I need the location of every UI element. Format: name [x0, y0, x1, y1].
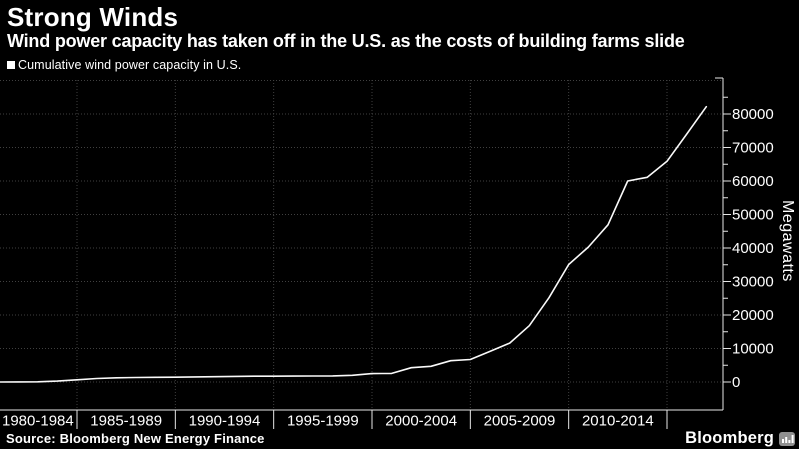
x-tick-label: 1980-1984 [2, 413, 74, 430]
bloomberg-wordmark: Bloomberg [685, 429, 774, 447]
legend-marker-icon [7, 61, 15, 69]
y-tick-label: 70000 [732, 140, 774, 157]
y-axis-title: Megawatts [779, 200, 796, 282]
source-credit: Source: Bloomberg New Energy Finance [6, 431, 265, 446]
page-title: Strong Winds [7, 2, 179, 32]
y-tick-label: 50000 [732, 207, 774, 224]
legend-label: Cumulative wind power capacity in U.S. [18, 58, 242, 72]
x-tick-label: 1995-1999 [287, 413, 359, 430]
x-tick-label: 2005-2009 [484, 413, 556, 430]
bloomberg-logo-icon [779, 431, 795, 446]
chart-legend: Cumulative wind power capacity in U.S. [7, 58, 241, 72]
chart-subtitle: Wind power capacity has taken off in the… [7, 31, 685, 51]
bloomberg-brand: Bloomberg [685, 429, 795, 448]
y-tick-label: 40000 [732, 240, 774, 257]
x-tick-label: 2000-2004 [385, 413, 457, 430]
x-tick-label: 1990-1994 [189, 413, 261, 430]
x-tick-label: 2010-2014 [582, 413, 654, 430]
y-tick-label: 60000 [732, 173, 774, 190]
x-tick-label: 1985-1989 [90, 413, 162, 430]
y-tick-label: 80000 [732, 106, 774, 123]
y-tick-label: 20000 [732, 307, 774, 324]
y-tick-label: 30000 [732, 274, 774, 291]
y-tick-label: 0 [732, 374, 740, 391]
y-tick-label: 10000 [732, 341, 774, 358]
capacity-line [0, 105, 708, 383]
